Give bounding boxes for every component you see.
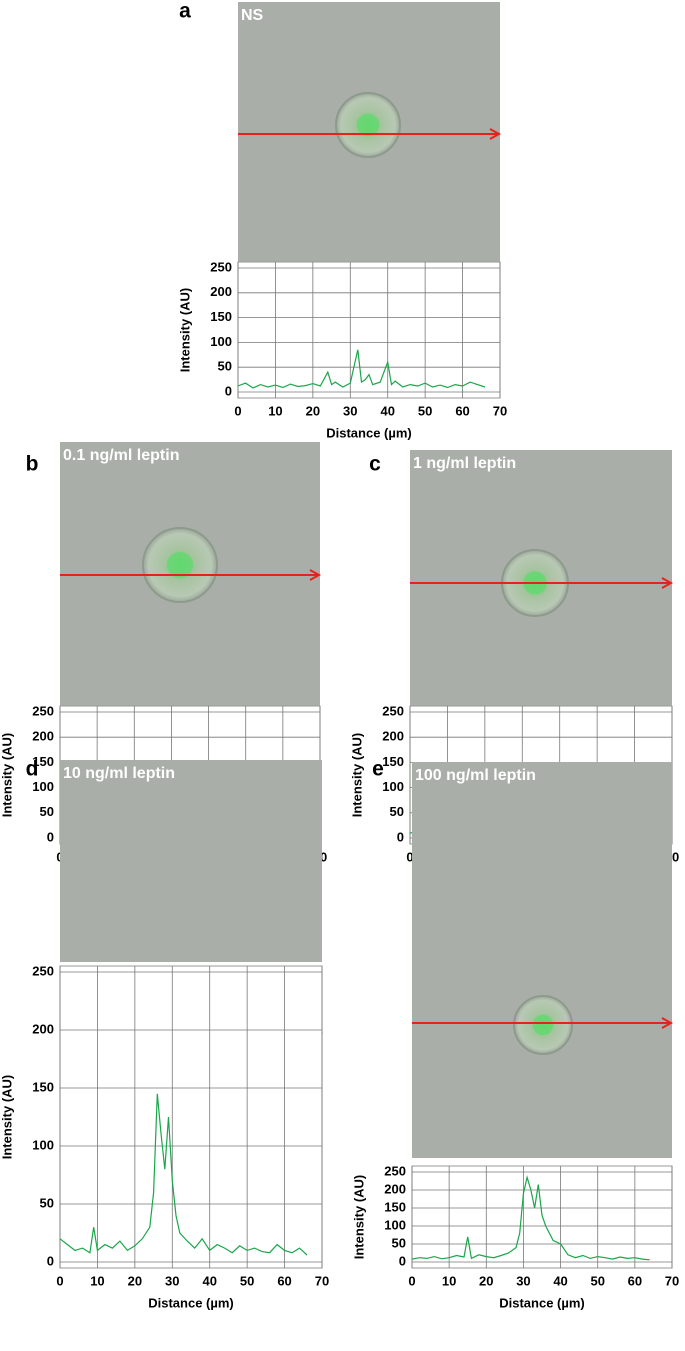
y-tick-label: 250 bbox=[210, 259, 232, 274]
y-tick-label: 0 bbox=[47, 829, 54, 844]
image-label: 100 ng/ml leptin bbox=[415, 767, 536, 784]
panel-letter: c bbox=[369, 453, 381, 476]
y-tick-label: 100 bbox=[384, 1217, 406, 1232]
y-tick-label: 100 bbox=[32, 1137, 54, 1152]
y-tick-label: 200 bbox=[32, 1021, 54, 1036]
x-tick-label: 30 bbox=[343, 403, 357, 418]
y-tick-label: 200 bbox=[210, 284, 232, 299]
y-tick-label: 150 bbox=[32, 754, 54, 769]
y-tick-label: 150 bbox=[210, 309, 232, 324]
x-tick-label: 30 bbox=[516, 1273, 530, 1288]
y-axis-title: Intensity (AU) bbox=[349, 733, 364, 818]
y-tick-label: 250 bbox=[384, 1163, 406, 1178]
profile-arrowhead bbox=[309, 569, 322, 581]
profile-arrowhead bbox=[661, 577, 674, 589]
plot-area bbox=[59, 965, 323, 1269]
x-tick-label: 10 bbox=[268, 403, 282, 418]
image-label: 1 ng/ml leptin bbox=[413, 455, 516, 472]
x-tick-label: 0 bbox=[234, 403, 241, 418]
y-tick-label: 200 bbox=[382, 729, 404, 744]
y-tick-label: 250 bbox=[32, 703, 54, 718]
y-tick-label: 150 bbox=[384, 1199, 406, 1214]
y-tick-label: 50 bbox=[40, 1195, 54, 1210]
y-tick-label: 0 bbox=[397, 829, 404, 844]
x-tick-label: 0 bbox=[408, 1273, 415, 1288]
y-tick-label: 250 bbox=[32, 963, 54, 978]
plot-area bbox=[237, 261, 501, 399]
panel-letter: b bbox=[26, 453, 39, 476]
image-label: NS bbox=[241, 7, 264, 24]
y-tick-label: 0 bbox=[399, 1253, 406, 1268]
y-tick-label: 0 bbox=[225, 383, 232, 398]
x-tick-label: 0 bbox=[56, 1273, 63, 1288]
y-tick-label: 200 bbox=[384, 1181, 406, 1196]
x-tick-label: 0 bbox=[406, 849, 413, 864]
x-tick-label: 60 bbox=[628, 1273, 642, 1288]
micrograph bbox=[60, 760, 322, 962]
x-tick-label: 70 bbox=[493, 403, 507, 418]
micrograph bbox=[412, 762, 672, 1158]
panel: d 10 ng/ml leptin 0 10 20 30 40 50 60 70 0 50 100 150… bbox=[0, 758, 329, 1311]
y-tick-label: 100 bbox=[32, 779, 54, 794]
x-tick-label: 60 bbox=[455, 403, 469, 418]
image-label: 10 ng/ml leptin bbox=[63, 765, 175, 782]
y-tick-label: 50 bbox=[218, 359, 232, 374]
x-tick-label: 50 bbox=[590, 1273, 604, 1288]
x-tick-label: 20 bbox=[128, 1273, 142, 1288]
profile-arrowhead bbox=[661, 1017, 674, 1029]
y-axis-title: Intensity (AU) bbox=[0, 1075, 14, 1160]
y-tick-label: 100 bbox=[210, 334, 232, 349]
y-tick-label: 50 bbox=[392, 1235, 406, 1250]
cell-nucleus bbox=[167, 552, 193, 578]
cell-nucleus bbox=[532, 1014, 554, 1036]
y-tick-label: 100 bbox=[382, 779, 404, 794]
x-tick-label: 60 bbox=[277, 1273, 291, 1288]
cell-nucleus bbox=[356, 113, 380, 137]
x-axis-title: Distance (µm) bbox=[148, 1295, 234, 1310]
x-tick-label: 40 bbox=[553, 1273, 567, 1288]
y-tick-label: 50 bbox=[40, 804, 54, 819]
x-tick-label: 70 bbox=[315, 1273, 329, 1288]
x-tick-label: 10 bbox=[90, 1273, 104, 1288]
y-tick-label: 150 bbox=[32, 1079, 54, 1094]
y-tick-label: 150 bbox=[382, 754, 404, 769]
panel-letter: e bbox=[372, 758, 384, 781]
profile-arrowhead bbox=[489, 128, 502, 140]
y-tick-label: 0 bbox=[47, 1253, 54, 1268]
x-tick-label: 40 bbox=[202, 1273, 216, 1288]
panel-letter: a bbox=[179, 0, 191, 23]
x-tick-label: 50 bbox=[418, 403, 432, 418]
panel: e 100 ng/ml leptin 0 10 20 30 40 50 60 70 0 50 100 15… bbox=[351, 758, 679, 1311]
panel: a NS 0 10 20 30 40 50 60 70 0 50 100 150 200 250 Distanc… bbox=[177, 0, 507, 440]
panel-letter: d bbox=[26, 758, 39, 781]
x-tick-label: 50 bbox=[240, 1273, 254, 1288]
intensity-line bbox=[59, 1093, 308, 1256]
x-axis-title: Distance (µm) bbox=[326, 425, 412, 440]
x-tick-label: 20 bbox=[479, 1273, 493, 1288]
intensity-line bbox=[411, 1175, 650, 1261]
x-tick-label: 40 bbox=[380, 403, 394, 418]
y-tick-label: 200 bbox=[32, 729, 54, 744]
x-axis-title: Distance (µm) bbox=[499, 1295, 585, 1310]
x-tick-label: 10 bbox=[442, 1273, 456, 1288]
intensity-line bbox=[237, 349, 486, 389]
y-axis-title: Intensity (AU) bbox=[351, 1175, 366, 1260]
y-axis-title: Intensity (AU) bbox=[0, 733, 14, 818]
x-tick-label: 30 bbox=[165, 1273, 179, 1288]
y-tick-label: 50 bbox=[390, 804, 404, 819]
y-axis-title: Intensity (AU) bbox=[177, 288, 192, 373]
image-label: 0.1 ng/ml leptin bbox=[63, 447, 179, 464]
x-tick-label: 70 bbox=[665, 1273, 679, 1288]
y-tick-label: 250 bbox=[382, 703, 404, 718]
x-tick-label: 20 bbox=[306, 403, 320, 418]
